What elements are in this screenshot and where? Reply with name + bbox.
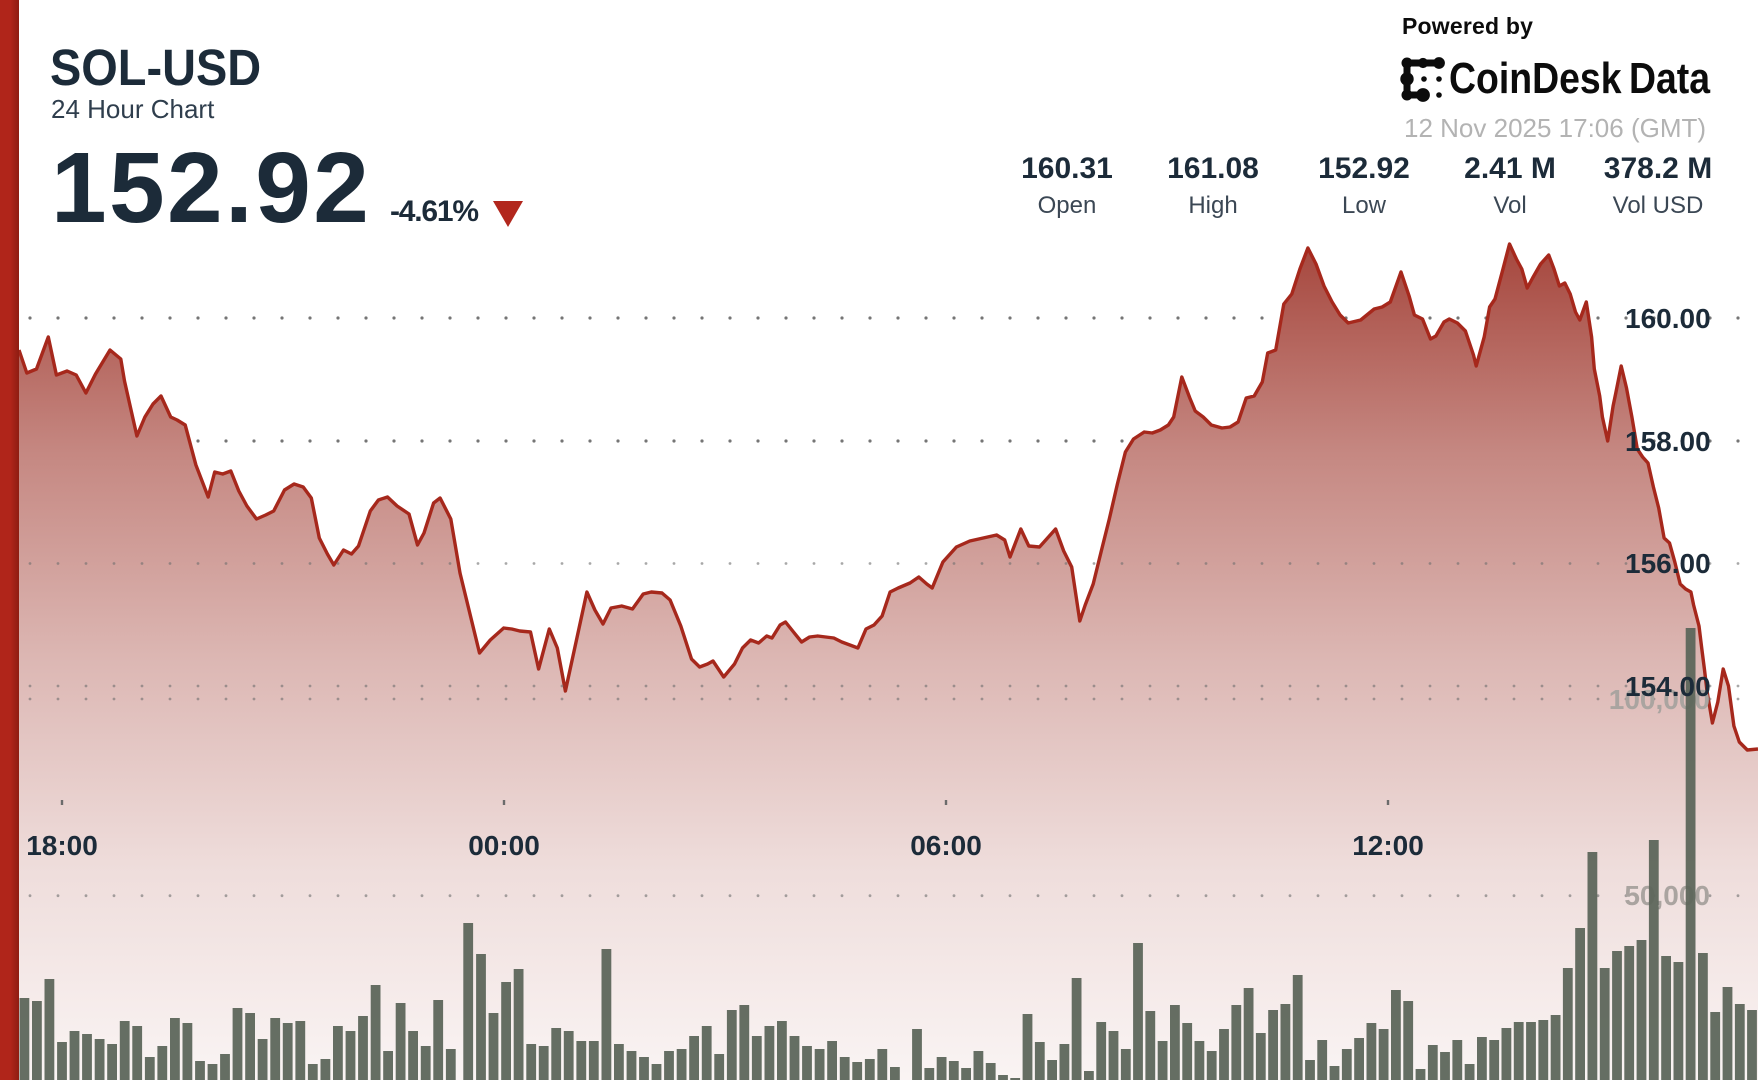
svg-text:156.00: 156.00 [1625, 548, 1711, 579]
svg-text:50,000: 50,000 [1624, 880, 1710, 911]
svg-text:00:00: 00:00 [468, 830, 540, 861]
svg-text:158.00: 158.00 [1625, 426, 1711, 457]
svg-text:06:00: 06:00 [910, 830, 982, 861]
svg-text:154.00: 154.00 [1625, 671, 1711, 702]
svg-text:160.00: 160.00 [1625, 303, 1711, 334]
svg-text:18:00: 18:00 [26, 830, 98, 861]
svg-text:12:00: 12:00 [1352, 830, 1424, 861]
